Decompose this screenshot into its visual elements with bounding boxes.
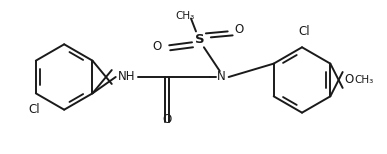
- Text: Cl: Cl: [28, 103, 40, 116]
- Text: S: S: [195, 33, 205, 46]
- Text: O: O: [345, 73, 354, 87]
- Text: Cl: Cl: [298, 25, 310, 38]
- Text: CH₃: CH₃: [354, 75, 374, 85]
- Text: O: O: [235, 24, 244, 36]
- Text: NH: NH: [118, 71, 135, 83]
- Text: O: O: [163, 113, 172, 126]
- Text: O: O: [152, 40, 161, 53]
- Text: CH₃: CH₃: [175, 11, 195, 21]
- Text: N: N: [217, 71, 226, 83]
